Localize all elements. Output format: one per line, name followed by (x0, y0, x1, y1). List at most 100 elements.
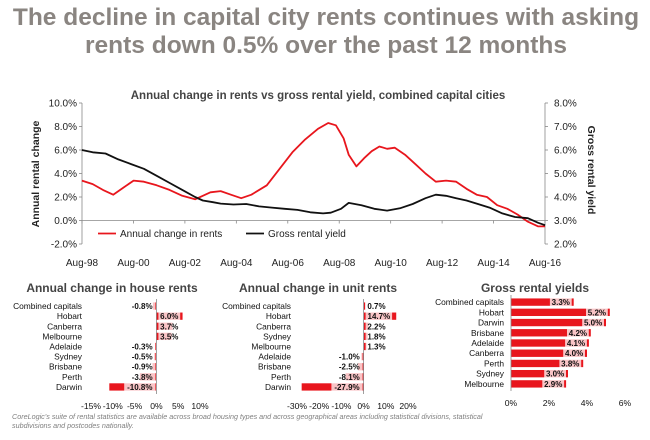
bar-canberra (511, 349, 587, 357)
series-line-gross-rental-yield (81, 149, 546, 227)
data-label-bg (128, 371, 156, 382)
data-label-bg (365, 301, 388, 311)
data-label-bg (158, 311, 181, 321)
bar-darwin (511, 318, 606, 327)
chart-title: Annual change in house rents (26, 281, 198, 295)
data-label: -0.9% (132, 363, 153, 372)
data-label: 3.7% (160, 322, 178, 331)
x-tick-label: 0% (505, 398, 518, 408)
bar-combined-capitals (363, 302, 366, 310)
y-right-tick-label: 4.0% (554, 193, 577, 204)
data-label-bg (542, 378, 565, 389)
chart-title: Gross rental yields (481, 281, 589, 295)
category-label: Darwin (265, 382, 291, 392)
x-tick-label: Aug-12 (426, 258, 459, 269)
data-label: 3.5% (160, 332, 178, 341)
bar-perth (511, 359, 584, 368)
data-label-bg (128, 341, 156, 351)
y-right-tick-label: 6.0% (554, 146, 577, 157)
x-tick-label: 10% (377, 401, 395, 411)
data-label-bg (586, 307, 608, 317)
data-label: 1.3% (367, 343, 385, 352)
data-label: 4.2% (569, 329, 587, 338)
data-label: 6.0% (160, 312, 178, 321)
bar-sydney (511, 369, 568, 378)
data-label: 2.2% (367, 322, 385, 331)
data-label-bg (544, 368, 566, 379)
data-label-bg (331, 381, 363, 392)
data-label: 5.0% (584, 319, 602, 328)
data-label-bg (365, 331, 388, 341)
bar-hobart (511, 308, 610, 317)
data-label: 1.8% (367, 332, 385, 341)
x-tick-label: 6% (619, 398, 632, 408)
x-tick-label: -15% (81, 401, 101, 411)
data-label-bg (365, 321, 388, 331)
data-label-bg (567, 327, 589, 338)
data-label-bg (365, 311, 393, 321)
data-label: 4.0% (565, 349, 583, 358)
data-label-bg (582, 317, 604, 328)
data-label-bg (336, 361, 363, 372)
data-label-bg (128, 301, 156, 311)
x-tick-label: 0% (150, 401, 163, 411)
data-label: -1.0% (339, 353, 360, 362)
legend-label-gross-rental-yield: Gross rental yield (268, 229, 346, 240)
y-left-tick-label: 4.0% (54, 169, 77, 180)
data-label: -0.3% (132, 343, 153, 352)
category-label: Hobart (479, 307, 505, 317)
series-line-annual-change-in-rents (81, 122, 546, 228)
category-label: Canberra (469, 348, 504, 358)
data-label: 3.8% (561, 359, 579, 368)
category-label: Adelaide (49, 342, 82, 352)
x-tick-label: Aug-14 (477, 258, 510, 269)
x-tick-label: -5% (127, 401, 143, 411)
data-label: 3.3% (552, 298, 570, 307)
data-label-bg (128, 361, 156, 372)
category-label: Adelaide (258, 352, 291, 362)
y-axis-right-label: Gross rental yield (585, 126, 597, 215)
category-label: Brisbane (471, 328, 504, 338)
category-label: Canberra (47, 321, 82, 331)
x-tick-label: -10% (103, 401, 123, 411)
category-label: Brisbane (49, 362, 82, 372)
data-label: -8.1% (339, 373, 360, 382)
chart-title: Annual change in unit rents (239, 281, 397, 295)
category-label: Adelaide (471, 338, 504, 348)
y-axis-left-label: Annual rental change (30, 120, 42, 227)
x-tick-label: Aug-16 (529, 258, 562, 269)
data-label-bg (365, 341, 388, 351)
y-left-tick-label: -2.0% (51, 240, 77, 251)
x-tick-label: -30% (287, 401, 307, 411)
data-label-bg (336, 351, 363, 362)
bar-adelaide (511, 339, 589, 347)
x-tick-label: -10% (331, 401, 351, 411)
legend-label-annual-change-in-rents: Annual change in rents (120, 229, 222, 240)
y-left-tick-label: 2.0% (54, 193, 77, 204)
data-label: -2.5% (339, 363, 360, 372)
line-chart-rents-vs-yield: Annual change in rents vs gross rental y… (30, 90, 597, 269)
category-label: Brisbane (258, 362, 291, 372)
category-label: Melbourne (464, 379, 504, 389)
category-label: Darwin (478, 318, 504, 328)
data-label-bg (124, 381, 156, 392)
x-tick-label: 10% (191, 401, 209, 411)
x-tick-label: Aug-04 (220, 258, 253, 269)
data-label-bg (158, 321, 181, 331)
category-label: Sydney (263, 331, 292, 341)
x-tick-label: Aug-10 (375, 258, 408, 269)
page-title: The decline in capital city rents contin… (12, 4, 640, 59)
bar-chart-rental-yields: Gross rental yields Combined capitals 3.3%… (435, 281, 631, 408)
data-label-bg (158, 331, 181, 341)
category-label: Hobart (266, 311, 292, 321)
y-right-tick-label: 3.0% (554, 216, 577, 227)
y-left-tick-label: 10.0% (49, 99, 77, 110)
x-tick-label: Aug-06 (272, 258, 305, 269)
category-label: Melbourne (251, 342, 291, 352)
category-label: Sydney (476, 369, 505, 379)
x-tick-label: Aug-98 (66, 258, 99, 269)
bar-adelaide (155, 342, 157, 351)
y-left-tick-label: 6.0% (54, 146, 77, 157)
category-label: Perth (62, 372, 82, 382)
data-label-bg (128, 351, 156, 362)
